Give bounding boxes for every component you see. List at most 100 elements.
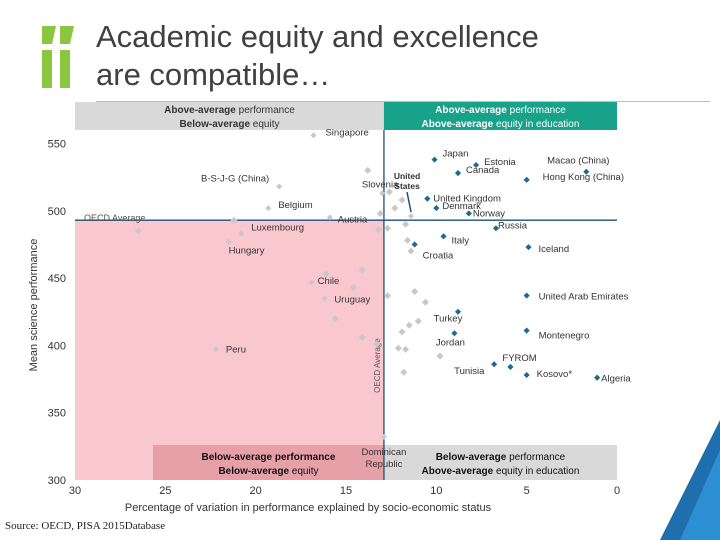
data-point-label: Peru <box>226 344 246 355</box>
background-point <box>403 236 411 244</box>
data-point <box>321 295 328 302</box>
background-point <box>411 288 419 296</box>
data-point <box>582 167 591 176</box>
data-point-label: Montenegro <box>539 331 590 342</box>
x-tick-label: 15 <box>340 485 352 497</box>
background-point <box>400 368 408 376</box>
data-point-label: Turkey <box>434 314 463 325</box>
x-tick-label: 30 <box>69 485 81 497</box>
background-point <box>391 204 399 212</box>
background-point <box>436 352 444 360</box>
top-right-label-box <box>383 102 617 130</box>
y-tick-label: 450 <box>48 273 66 285</box>
data-point <box>423 194 432 203</box>
data-point <box>380 433 387 440</box>
source-note: Source: OECD, PISA 2015Database <box>5 520 166 532</box>
oecd-logo <box>42 26 74 88</box>
quadrant-label-top-right-line-1: Above-average performance <box>435 105 566 116</box>
data-point <box>410 240 419 249</box>
quadrant-label-bottom-right-line-1: Below-average performance <box>436 452 566 463</box>
data-point-label: Denmark <box>442 201 481 212</box>
data-point-label: Hungary <box>229 246 265 257</box>
y-tick-label: 350 <box>48 408 66 420</box>
background-point <box>364 166 372 174</box>
background-point <box>402 345 410 353</box>
data-point-label: Russia <box>498 220 528 231</box>
background-point <box>322 270 330 278</box>
leader-line <box>406 192 412 213</box>
background-point <box>421 298 429 306</box>
data-point-label: Hong Kong (China) <box>543 172 624 183</box>
data-point <box>454 307 462 316</box>
data-point-label-cont: States <box>394 181 420 191</box>
data-point-label: Tunisia <box>454 366 485 377</box>
data-point-label: Austria <box>338 215 368 226</box>
x-tick-label: 10 <box>430 485 442 497</box>
title-line-1: Academic equity and excellence <box>96 19 539 54</box>
data-point-label: Uruguay <box>334 294 370 305</box>
background-point <box>385 188 393 196</box>
data-point <box>432 204 441 213</box>
background-point <box>402 220 410 228</box>
bottom-right-label-box <box>383 445 617 480</box>
data-point <box>408 213 415 220</box>
background-point <box>358 266 366 274</box>
background-point <box>414 317 422 325</box>
quadrant-label-bottom-left-line-1: Below-average performance <box>201 452 335 463</box>
background-point <box>373 340 381 348</box>
data-point-label: Algeria <box>601 374 631 385</box>
corner-decoration <box>660 420 720 540</box>
data-point-label: Dominican <box>361 447 406 458</box>
data-point <box>238 230 245 237</box>
data-point-label: B-S-J-G (China) <box>201 174 269 185</box>
data-point <box>326 214 333 221</box>
data-point-label: Japan <box>443 149 469 160</box>
data-point <box>524 243 533 252</box>
background-point <box>376 209 384 217</box>
data-point-label: United Arab Emirates <box>539 292 629 303</box>
quadrant-label-bottom-left-line-2: Below-average equity <box>218 466 318 477</box>
background-point <box>331 314 339 322</box>
logo-stroke-1 <box>42 26 56 44</box>
background-point <box>394 344 402 352</box>
background-point <box>398 196 406 204</box>
y-tick-label: 550 <box>48 138 66 150</box>
data-point-label: United Kingdom <box>433 194 501 205</box>
bottom-left-label-box <box>153 445 384 480</box>
x-tick-label: 5 <box>524 485 530 497</box>
title-divider <box>96 101 710 102</box>
data-point-label: United <box>394 171 420 181</box>
data-point-label: Singapore <box>325 127 368 138</box>
data-point <box>430 155 439 164</box>
data-point <box>225 238 232 245</box>
background-point <box>358 333 366 341</box>
data-point <box>492 224 500 233</box>
data-point-label: FYROM <box>502 353 536 364</box>
data-point <box>506 362 515 371</box>
data-point-label: Luxembourg <box>251 223 304 234</box>
data-point <box>522 371 531 379</box>
data-point <box>310 132 317 139</box>
data-point-label: Kosovo* <box>537 369 573 380</box>
data-point-label: Belgium <box>278 200 312 211</box>
data-point <box>522 326 531 335</box>
data-point-label: Norway <box>473 208 505 219</box>
data-point-label-cont: Republic <box>365 459 402 470</box>
data-point <box>308 279 315 286</box>
data-point <box>379 190 386 197</box>
logo-stroke-4 <box>60 50 70 88</box>
data-point-label: Estonia <box>484 157 516 168</box>
background-point <box>384 292 392 300</box>
top-left-label-box <box>75 102 384 130</box>
data-point <box>265 205 272 212</box>
logo-stroke-3 <box>42 50 52 88</box>
data-point <box>490 360 499 369</box>
x-tick-label: 25 <box>159 485 171 497</box>
data-point <box>472 161 481 169</box>
oecd-average-label-horizontal: OECD Average <box>84 213 145 223</box>
background-point <box>398 328 406 336</box>
title-line-2: are compatible… <box>96 57 331 92</box>
data-point <box>450 329 459 338</box>
x-axis-title: Percentage of variation in performance e… <box>125 502 492 514</box>
